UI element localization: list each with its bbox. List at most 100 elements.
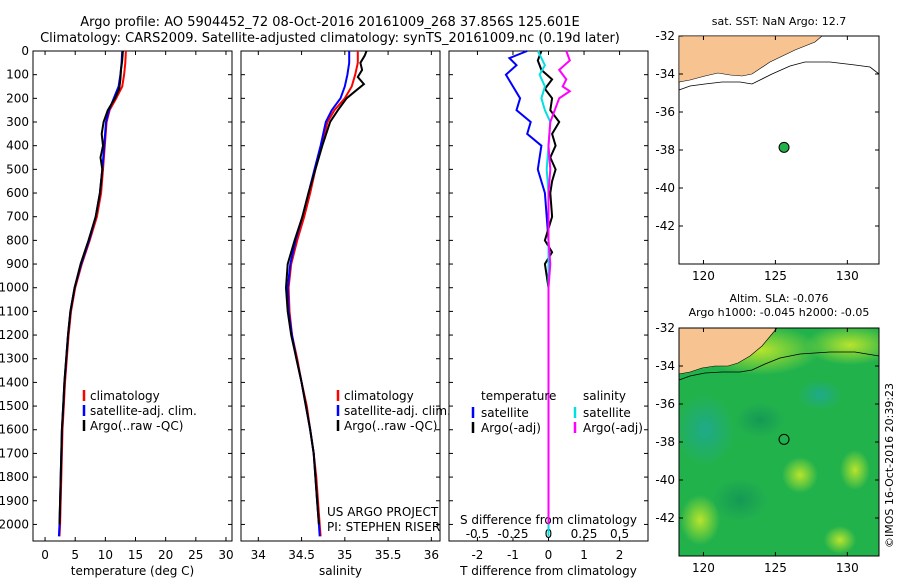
y-tick-label: 1200 xyxy=(0,328,29,342)
y-tick-label: 900 xyxy=(6,257,29,271)
map-x-tick-label: 130 xyxy=(836,561,859,575)
x-tick-label: 20 xyxy=(158,548,173,562)
legend-label: climatology xyxy=(90,389,160,403)
y-tick-label: 800 xyxy=(6,233,29,247)
map-y-tick-label: -36 xyxy=(655,105,675,119)
map-y-tick-label: -32 xyxy=(655,29,675,43)
y-tick-label: 0 xyxy=(21,44,29,58)
y-tick-label: 1500 xyxy=(0,399,29,413)
x-tick-label: 34.5 xyxy=(288,548,315,562)
legend-label: satellite xyxy=(481,406,529,420)
legend-label: satellite xyxy=(583,406,631,420)
map-y-tick-label: -40 xyxy=(655,181,675,195)
map-bottom-contour xyxy=(678,351,880,381)
field-patch xyxy=(680,495,720,545)
watermark: ©IMOS 16-Oct-2016 20:39:23 xyxy=(883,383,896,548)
y-tick-label: 1600 xyxy=(0,423,29,437)
y-tick-label: 1700 xyxy=(0,446,29,460)
x-tick-label: 2 xyxy=(616,548,624,562)
map-y-tick-label: -32 xyxy=(655,321,675,335)
x-tick-label: 36 xyxy=(424,548,439,562)
field-patch xyxy=(805,328,879,365)
map-top-land xyxy=(678,35,823,83)
map-top-float-marker xyxy=(778,141,790,153)
x-axis-label: T difference from climatology xyxy=(459,564,637,578)
legend-label: Argo(-adj) xyxy=(583,421,643,435)
y-tick-label: 2000 xyxy=(0,517,29,531)
x-tick-label: 5 xyxy=(71,548,79,562)
plot-frame xyxy=(240,50,441,542)
difference-panel: -2 -1 0 1 2 T difference from climatology -0.5… xyxy=(448,50,649,578)
field-patch xyxy=(679,395,735,465)
x-tick-label: 34 xyxy=(251,548,266,562)
map-y-tick-label: -38 xyxy=(655,435,675,449)
field-patch xyxy=(798,380,842,410)
x2-tick-label: -0.5 xyxy=(466,527,489,541)
x-tick-label: 0 xyxy=(545,548,553,562)
map-x-tick-label: 120 xyxy=(692,561,715,575)
field-patch xyxy=(782,457,818,493)
map-y-tick-label: -42 xyxy=(655,219,675,233)
y-tick-label: 400 xyxy=(6,139,29,153)
map-y-tick-label: -42 xyxy=(655,511,675,525)
map-bottom-title-2: Argo h1000: -0.045 h2000: -0.05 xyxy=(689,306,870,319)
series-line-argo-raw-qc- xyxy=(284,50,368,525)
x2-tick-label: 0.5 xyxy=(610,527,629,541)
y-tick-label: 200 xyxy=(6,91,29,105)
plot-frame xyxy=(32,50,233,542)
x-tick-label: -2 xyxy=(471,548,483,562)
x-tick-label: 30 xyxy=(218,548,233,562)
x-tick-label: 15 xyxy=(128,548,143,562)
legend-title: salinity xyxy=(583,389,626,403)
map-bottom-land xyxy=(678,327,778,375)
field-patch xyxy=(824,526,856,554)
map-y-tick-label: -36 xyxy=(655,397,675,411)
project-line2: PI: STEPHEN RISER xyxy=(327,520,440,534)
x-tick-label: 0 xyxy=(41,548,49,562)
y-tick-label: 1100 xyxy=(0,304,29,318)
map-bottom: 120 125 130 -32 -34 -36 -38 -40 -42 xyxy=(655,321,880,575)
map-y-tick-label: -40 xyxy=(655,473,675,487)
map-x-tick-label: 125 xyxy=(764,561,787,575)
field-patch xyxy=(840,450,870,490)
map-x-tick-label: 125 xyxy=(764,269,787,283)
salinity-panel: 34 34.5 35 35.5 36 salinity climatologysatelli… xyxy=(240,50,451,578)
y-tick-label: 1400 xyxy=(0,375,29,389)
legend-title: temperature xyxy=(481,389,556,403)
field-patch xyxy=(735,402,785,438)
map-y-tick-label: -34 xyxy=(655,67,675,81)
y-tick-label: 600 xyxy=(6,186,29,200)
field-patch xyxy=(712,478,768,522)
series-line-argo-adj- xyxy=(547,50,572,525)
y-tick-label: 1800 xyxy=(0,470,29,484)
x-tick-label: 1 xyxy=(580,548,588,562)
legend-label: climatology xyxy=(344,389,414,403)
y-tick-label: 1900 xyxy=(0,494,29,508)
map-bottom-float-marker xyxy=(778,433,790,445)
y-tick-label: 700 xyxy=(6,210,29,224)
map-top: 120 125 130 -32 -34 -36 -38 -40 -42 xyxy=(655,29,880,283)
x-tick-label: 25 xyxy=(188,548,203,562)
x-tick-label: 35.5 xyxy=(375,548,402,562)
y-tick-label: 1000 xyxy=(0,281,29,295)
map-top-contour xyxy=(678,61,880,91)
map-x-tick-label: 120 xyxy=(692,269,715,283)
map-x-tick-label: 130 xyxy=(836,269,859,283)
map-top-title: sat. SST: NaN Argo: 12.7 xyxy=(712,15,846,28)
legend-label: satellite-adj. clim. xyxy=(344,404,451,418)
y-tick-label: 100 xyxy=(6,68,29,82)
title-line1: Argo profile: AO 5904452_72 08-Oct-2016 … xyxy=(80,15,579,30)
x2-tick-label: 0.25 xyxy=(571,527,598,541)
series-line-argo-raw-qc- xyxy=(58,50,124,525)
map-y-tick-label: -34 xyxy=(655,359,675,373)
y-tick-label: 1300 xyxy=(0,352,29,366)
y-tick-label: 500 xyxy=(6,162,29,176)
x-axis-label: temperature (deg C) xyxy=(71,564,194,578)
x-tick-label: 35 xyxy=(337,548,352,562)
temperature-panel: 0 5 10 15 20 25 30 temperature (deg C) 0 100 200 30… xyxy=(0,44,234,578)
project-line1: US ARGO PROJECT xyxy=(327,505,439,519)
legend-label: Argo(..raw -QC) xyxy=(344,419,437,433)
x2-tick-label: -0.25 xyxy=(497,527,528,541)
x-tick-label: -1 xyxy=(507,548,519,562)
legend-label: Argo(..raw -QC) xyxy=(90,419,183,433)
